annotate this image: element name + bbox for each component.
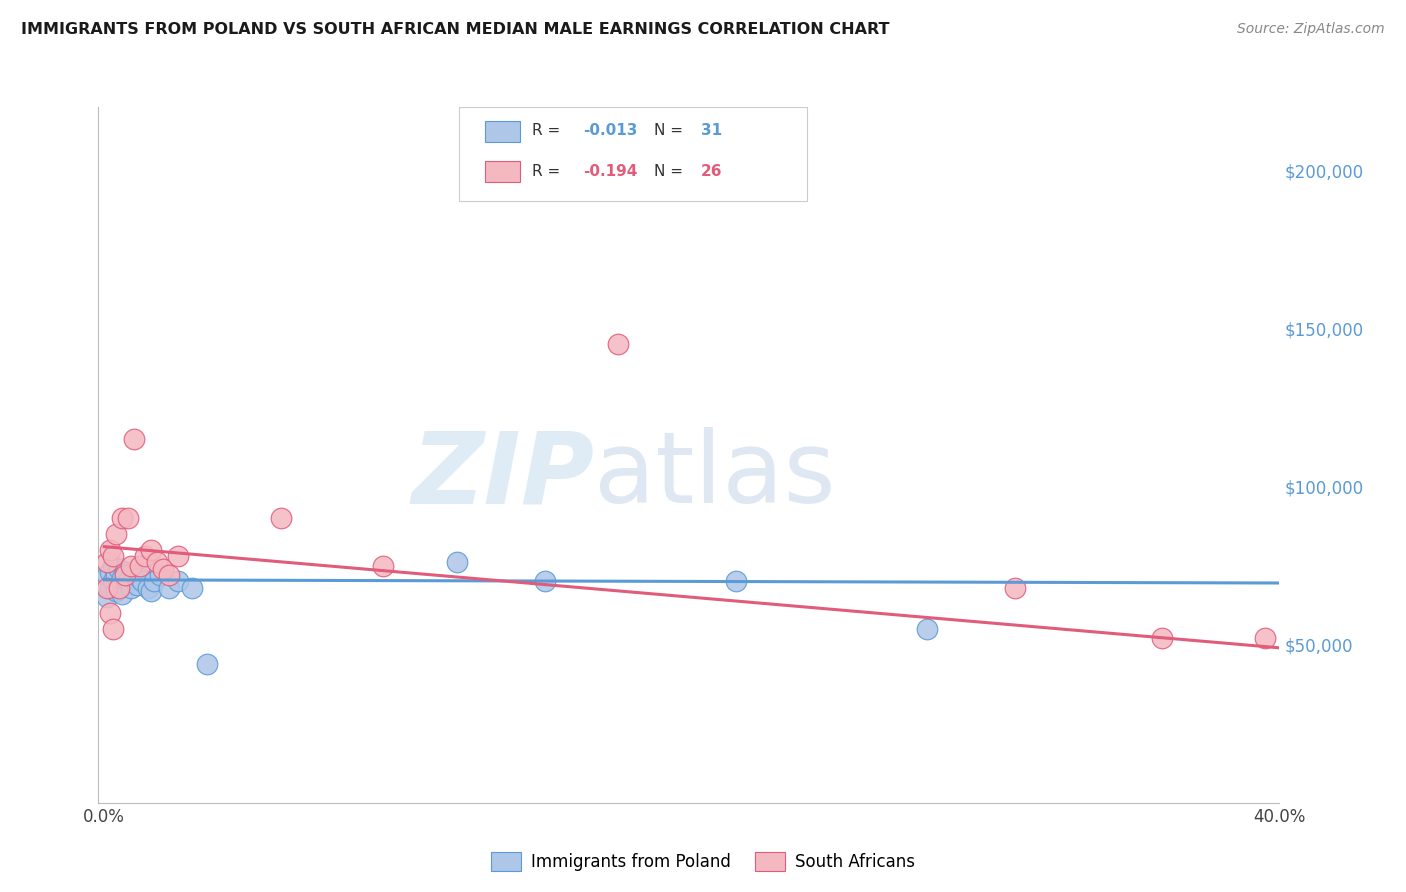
Legend: Immigrants from Poland, South Africans: Immigrants from Poland, South Africans: [482, 843, 924, 880]
Point: [534, 574, 557, 589]
Point: [101, 574, 124, 589]
Point: [98, 606, 121, 620]
Bar: [485, 121, 520, 142]
Point: [166, 549, 188, 563]
Point: [111, 571, 134, 585]
Point: [724, 574, 747, 589]
Point: [111, 587, 134, 601]
Point: [108, 562, 131, 576]
Text: N =: N =: [654, 163, 688, 178]
Point: [270, 511, 292, 525]
Point: [98, 542, 121, 557]
Point: [195, 657, 218, 671]
Text: IMMIGRANTS FROM POLAND VS SOUTH AFRICAN MEDIAN MALE EARNINGS CORRELATION CHART: IMMIGRANTS FROM POLAND VS SOUTH AFRICAN …: [21, 22, 890, 37]
Text: 26: 26: [700, 163, 723, 178]
Bar: [485, 161, 520, 182]
Point: [146, 556, 169, 570]
Point: [149, 568, 172, 582]
Point: [152, 562, 174, 576]
Point: [122, 432, 145, 446]
Point: [105, 568, 128, 582]
Point: [96, 581, 118, 595]
Point: [96, 568, 118, 582]
Point: [101, 622, 124, 636]
Point: [373, 558, 395, 573]
Point: [1150, 632, 1173, 646]
Point: [96, 556, 118, 570]
Point: [134, 549, 156, 563]
Point: [120, 581, 142, 595]
Point: [101, 558, 124, 573]
Point: [101, 549, 124, 563]
Text: 31: 31: [700, 123, 721, 138]
Point: [157, 568, 180, 582]
Point: [607, 337, 630, 351]
Text: R =: R =: [531, 123, 565, 138]
Point: [138, 581, 160, 595]
Point: [114, 565, 136, 579]
Text: Source: ZipAtlas.com: Source: ZipAtlas.com: [1237, 22, 1385, 37]
Point: [96, 591, 118, 605]
Text: -0.013: -0.013: [582, 123, 637, 138]
Point: [143, 574, 166, 589]
Point: [114, 568, 136, 582]
Point: [166, 574, 188, 589]
Point: [141, 542, 163, 557]
Point: [181, 581, 204, 595]
FancyBboxPatch shape: [458, 107, 807, 201]
Point: [98, 581, 121, 595]
Text: -0.194: -0.194: [582, 163, 637, 178]
Point: [98, 565, 121, 579]
Text: ZIP: ZIP: [412, 427, 595, 524]
Text: N =: N =: [654, 123, 688, 138]
Point: [1254, 632, 1277, 646]
Point: [105, 527, 128, 541]
Point: [125, 577, 148, 591]
Point: [108, 581, 131, 595]
Point: [105, 583, 128, 598]
Point: [122, 568, 145, 582]
Point: [446, 556, 468, 570]
Point: [1004, 581, 1026, 595]
Point: [111, 511, 134, 525]
Point: [128, 571, 150, 585]
Point: [141, 583, 163, 598]
Point: [915, 622, 938, 636]
Point: [117, 511, 139, 525]
Point: [128, 558, 150, 573]
Point: [117, 574, 139, 589]
Text: R =: R =: [531, 163, 565, 178]
Text: atlas: atlas: [595, 427, 837, 524]
Point: [157, 581, 180, 595]
Point: [108, 577, 131, 591]
Point: [120, 558, 142, 573]
Point: [131, 574, 153, 589]
